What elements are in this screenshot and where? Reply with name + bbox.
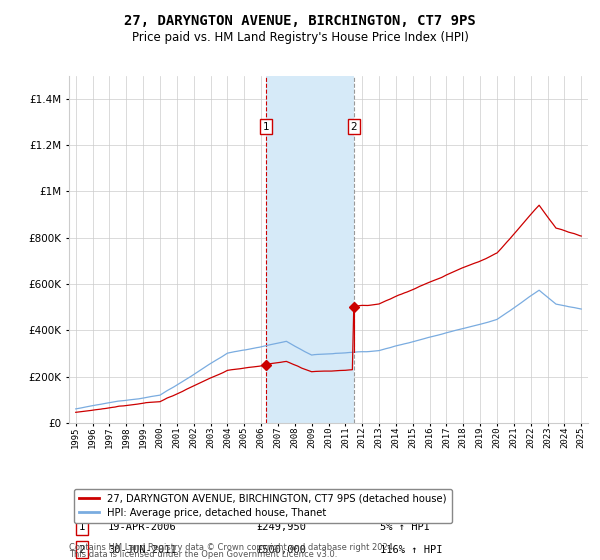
Text: 2: 2 bbox=[79, 544, 85, 554]
Text: Price paid vs. HM Land Registry's House Price Index (HPI): Price paid vs. HM Land Registry's House … bbox=[131, 31, 469, 44]
Text: 116% ↑ HPI: 116% ↑ HPI bbox=[380, 544, 443, 554]
Text: £249,950: £249,950 bbox=[256, 522, 306, 532]
Bar bbox=[266, 76, 354, 423]
Text: 2: 2 bbox=[350, 122, 357, 132]
Text: 5% ↑ HPI: 5% ↑ HPI bbox=[380, 522, 430, 532]
Text: 1: 1 bbox=[263, 122, 269, 132]
Text: Contains HM Land Registry data © Crown copyright and database right 2024.: Contains HM Land Registry data © Crown c… bbox=[69, 543, 395, 552]
Text: 30-JUN-2011: 30-JUN-2011 bbox=[108, 544, 176, 554]
Text: £500,000: £500,000 bbox=[256, 544, 306, 554]
Text: This data is licensed under the Open Government Licence v3.0.: This data is licensed under the Open Gov… bbox=[69, 550, 337, 559]
Text: 27, DARYNGTON AVENUE, BIRCHINGTON, CT7 9PS: 27, DARYNGTON AVENUE, BIRCHINGTON, CT7 9… bbox=[124, 14, 476, 28]
Legend: 27, DARYNGTON AVENUE, BIRCHINGTON, CT7 9PS (detached house), HPI: Average price,: 27, DARYNGTON AVENUE, BIRCHINGTON, CT7 9… bbox=[74, 488, 452, 522]
Text: 1: 1 bbox=[79, 522, 85, 532]
Text: 19-APR-2006: 19-APR-2006 bbox=[108, 522, 176, 532]
